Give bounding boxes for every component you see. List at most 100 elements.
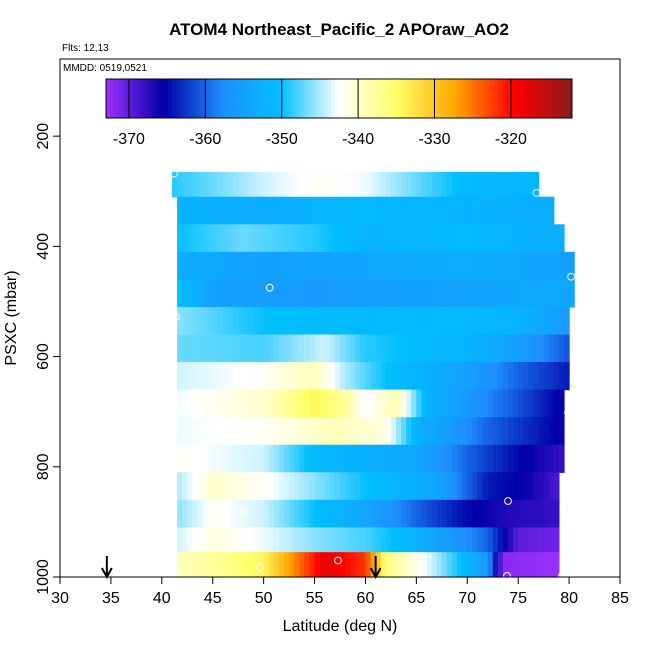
heatmap-cell [299, 472, 305, 501]
heatmap-cell [457, 196, 463, 225]
heatmap-cell [182, 499, 188, 528]
colorbar-swatch [459, 79, 464, 118]
heatmap-cell [553, 362, 560, 391]
heatmap-cell [324, 472, 331, 501]
heatmap-cell [238, 552, 244, 578]
heatmap-cell [253, 362, 260, 391]
heatmap-cell [289, 279, 295, 308]
heatmap-cell [314, 306, 321, 336]
heatmap-cell [497, 171, 504, 198]
heatmap-cell [360, 417, 367, 446]
heatmap-band [177, 417, 565, 446]
x-tick-label: 60 [357, 590, 375, 607]
colorbar-swatch [513, 79, 519, 118]
colorbar-swatch [370, 79, 375, 118]
heatmap-cell [182, 334, 188, 363]
heatmap-cell [492, 552, 499, 578]
heatmap-cell [482, 527, 489, 553]
heatmap-cell [543, 251, 550, 281]
heatmap-cell [390, 552, 397, 578]
heatmap-cell [462, 444, 468, 473]
heatmap-cell [207, 444, 214, 473]
heatmap-cell [558, 444, 565, 473]
heatmap-cell [238, 251, 244, 281]
heatmap-cell [436, 552, 443, 578]
heatmap-cell [411, 444, 417, 473]
heatmap-band [177, 527, 560, 553]
heatmap-cell [177, 224, 183, 253]
heatmap-band [177, 552, 560, 578]
heatmap-cell [329, 499, 336, 528]
heatmap-cell [314, 251, 321, 281]
heatmap-cell [462, 334, 468, 363]
heatmap-cell [492, 444, 499, 473]
heatmap-cell [360, 251, 367, 281]
heatmap-cell [273, 527, 280, 553]
heatmap-cell [538, 552, 545, 578]
heatmap-cell [396, 444, 402, 473]
heatmap-cell [406, 224, 412, 253]
heatmap-cell [380, 196, 387, 225]
heatmap-cell [273, 251, 280, 281]
sample-marker [172, 313, 181, 321]
heatmap-cell [502, 224, 509, 253]
heatmap-cell [248, 417, 255, 446]
heatmap-cell [222, 527, 229, 553]
colorbar-swatch [556, 79, 561, 118]
heatmap-cell [197, 552, 204, 578]
heatmap-cell [273, 362, 280, 391]
heatmap-cell [452, 196, 458, 225]
heatmap-cell [426, 499, 433, 528]
heatmap-cell [355, 171, 361, 198]
heatmap-cell [324, 389, 331, 418]
colorbar-swatch [238, 79, 243, 118]
heatmap-cell [452, 171, 458, 198]
heatmap-cell [467, 362, 473, 391]
heatmap-cell [406, 499, 412, 528]
heatmap-cell [401, 552, 407, 578]
heatmap-cell [263, 499, 270, 528]
heatmap-cell [482, 251, 489, 281]
heatmap-cell [238, 306, 244, 336]
heatmap-cell [355, 306, 361, 336]
heatmap-cell [319, 251, 326, 281]
heatmap-cell [334, 389, 341, 418]
heatmap-cell [253, 306, 260, 336]
y-tick-label: 1000 [35, 559, 52, 595]
heatmap-cell [192, 279, 199, 308]
heatmap-cell [548, 552, 555, 578]
heatmap-cell [421, 527, 428, 553]
heatmap-cell [457, 389, 463, 418]
colorbar-swatch [234, 79, 239, 118]
heatmap-cell [441, 171, 448, 198]
heatmap-cell [334, 417, 341, 446]
heatmap-band [177, 389, 565, 418]
heatmap-cell [441, 527, 448, 553]
heatmap-cell [355, 334, 361, 363]
heatmap-cell [289, 389, 295, 418]
heatmap-cell [304, 472, 311, 501]
x-tick-label: 70 [458, 590, 476, 607]
heatmap-cell [217, 362, 224, 391]
heatmap-cell [273, 196, 280, 225]
heatmap-cell [426, 362, 433, 391]
heatmap-cell [228, 362, 234, 391]
heatmap-cell [390, 444, 397, 473]
heatmap-cell [553, 279, 560, 308]
heatmap-cell [278, 472, 285, 501]
colorbar-swatch [373, 79, 379, 118]
heatmap-cell [467, 334, 473, 363]
heatmap-cell [228, 472, 234, 501]
heatmap-cell [436, 389, 443, 418]
heatmap-cell [243, 472, 249, 501]
y-tick-label: 400 [35, 233, 52, 260]
heatmap-cell [222, 224, 229, 253]
heatmap-cell [487, 251, 494, 281]
heatmap-cell [543, 499, 550, 528]
heatmap-cell [518, 389, 524, 418]
heatmap-cell [299, 552, 305, 578]
heatmap-cell [228, 196, 234, 225]
y-axis-label: PSXC (mbar) [3, 270, 20, 365]
heatmap-cell [431, 527, 438, 553]
heatmap-cell [278, 499, 285, 528]
